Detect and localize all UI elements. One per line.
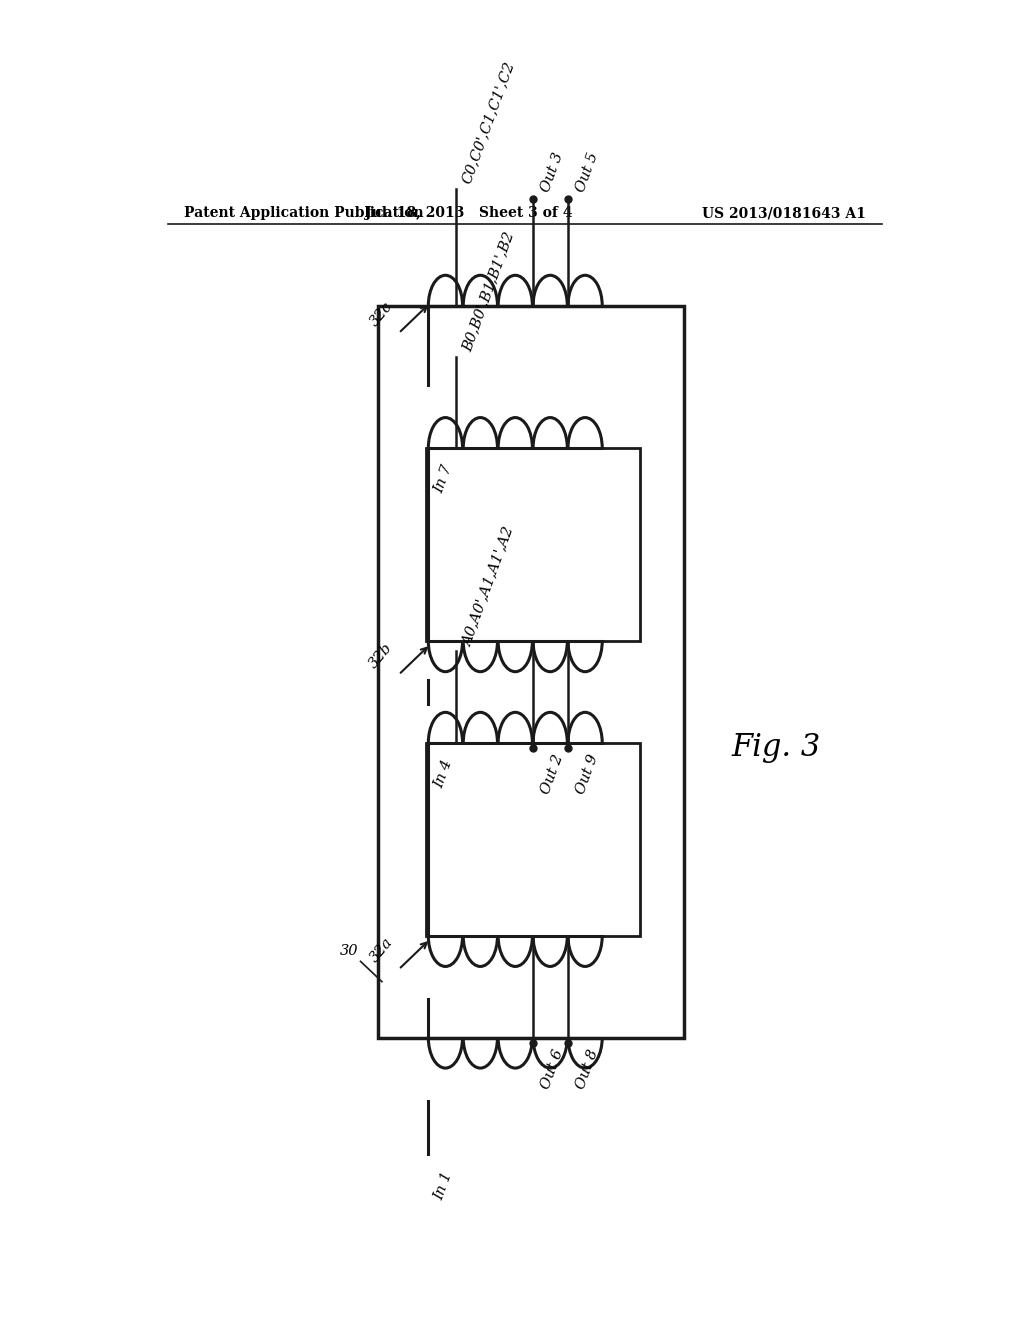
Text: Out 8: Out 8	[573, 1048, 600, 1092]
Text: Fig. 3: Fig. 3	[731, 733, 820, 763]
Text: Jul. 18, 2013   Sheet 3 of 4: Jul. 18, 2013 Sheet 3 of 4	[366, 206, 573, 220]
Text: Out 6: Out 6	[539, 1048, 565, 1092]
Bar	[378, 306, 684, 1038]
Text: In 7: In 7	[432, 463, 455, 495]
Text: In 4: In 4	[432, 758, 455, 791]
Text: Out 5: Out 5	[573, 150, 600, 194]
Text: Out 2: Out 2	[539, 752, 565, 796]
Text: In 1: In 1	[432, 1170, 455, 1201]
Text: B0,B0',B1,B1',B2: B0,B0',B1,B1',B2	[460, 230, 516, 354]
Text: C0,C0',C1,C1',C2: C0,C0',C1,C1',C2	[460, 59, 517, 186]
Bar	[426, 743, 640, 936]
Text: Out 9: Out 9	[573, 752, 600, 796]
Text: 32a: 32a	[368, 936, 395, 965]
Text: A0,A0',A1,A1',A2: A0,A0',A1,A1',A2	[460, 525, 516, 648]
Text: Out 3: Out 3	[539, 150, 565, 194]
Text: US 2013/0181643 A1: US 2013/0181643 A1	[702, 206, 866, 220]
Text: 30: 30	[340, 944, 358, 958]
Text: 32b: 32b	[367, 640, 395, 671]
Text: Patent Application Publication: Patent Application Publication	[183, 206, 423, 220]
Text: 32c: 32c	[368, 300, 395, 329]
Bar	[426, 447, 640, 642]
